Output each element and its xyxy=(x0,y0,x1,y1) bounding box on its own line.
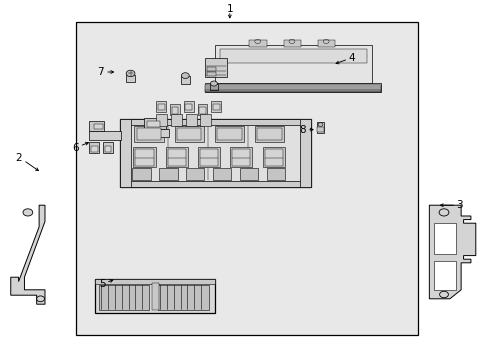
Bar xyxy=(95,279,215,284)
Bar xyxy=(89,121,104,131)
Circle shape xyxy=(181,73,189,78)
Circle shape xyxy=(318,123,323,126)
Bar xyxy=(183,101,193,112)
Bar xyxy=(299,119,310,187)
Bar xyxy=(239,168,258,180)
Bar xyxy=(220,49,366,63)
Bar xyxy=(99,285,149,310)
Text: 8: 8 xyxy=(298,125,305,135)
Text: 3: 3 xyxy=(455,200,462,210)
Bar xyxy=(257,128,281,140)
Bar xyxy=(133,147,155,167)
Bar xyxy=(199,107,205,114)
Bar xyxy=(171,114,182,126)
Text: 5: 5 xyxy=(99,279,106,289)
Bar xyxy=(181,76,189,84)
Bar xyxy=(317,40,334,47)
Bar xyxy=(212,168,231,180)
Bar xyxy=(95,279,215,313)
Bar xyxy=(144,118,166,129)
Bar xyxy=(214,126,244,142)
Bar xyxy=(212,104,219,110)
Bar xyxy=(230,147,252,167)
Bar xyxy=(76,22,417,335)
Bar xyxy=(200,149,218,166)
Bar xyxy=(137,128,161,140)
Bar xyxy=(120,181,310,187)
Bar xyxy=(206,67,215,71)
Bar xyxy=(103,142,113,153)
Bar xyxy=(185,104,192,110)
Bar xyxy=(316,122,324,133)
Text: 6: 6 xyxy=(72,143,79,153)
Bar xyxy=(146,121,160,127)
Bar xyxy=(200,114,211,126)
Bar xyxy=(104,146,111,152)
Bar xyxy=(120,119,130,187)
Text: 4: 4 xyxy=(348,53,355,63)
Bar xyxy=(132,168,150,180)
Bar xyxy=(232,149,250,166)
Bar xyxy=(185,114,196,126)
Text: 7: 7 xyxy=(97,67,103,77)
Circle shape xyxy=(23,209,33,216)
Bar xyxy=(94,124,103,129)
Bar xyxy=(156,114,167,126)
Bar xyxy=(89,142,99,153)
Bar xyxy=(158,104,164,110)
Bar xyxy=(134,126,163,142)
Polygon shape xyxy=(428,205,475,299)
Bar xyxy=(205,85,381,92)
Bar xyxy=(171,107,178,114)
Polygon shape xyxy=(433,223,455,254)
Bar xyxy=(151,283,159,310)
Bar xyxy=(135,149,153,166)
Bar xyxy=(170,104,180,115)
Bar xyxy=(142,129,168,137)
Bar xyxy=(156,101,166,112)
Circle shape xyxy=(439,291,447,298)
Bar xyxy=(210,84,217,90)
Bar xyxy=(249,40,266,47)
Bar xyxy=(159,168,177,180)
Bar xyxy=(266,168,285,180)
Bar xyxy=(120,119,310,187)
Bar xyxy=(197,104,207,115)
Bar xyxy=(211,101,221,112)
Bar xyxy=(205,83,381,92)
Bar xyxy=(185,168,204,180)
Bar xyxy=(206,72,215,76)
Circle shape xyxy=(126,70,135,77)
Bar xyxy=(174,126,203,142)
Bar xyxy=(91,146,98,152)
Circle shape xyxy=(210,81,217,86)
Bar xyxy=(177,128,201,140)
Bar xyxy=(198,147,220,167)
Bar xyxy=(254,126,284,142)
Text: 2: 2 xyxy=(15,153,22,163)
Bar xyxy=(157,285,209,310)
Polygon shape xyxy=(433,261,455,290)
Text: 1: 1 xyxy=(226,4,233,14)
Bar xyxy=(317,127,323,132)
Bar xyxy=(264,149,282,166)
Bar xyxy=(205,58,227,77)
Circle shape xyxy=(37,296,44,302)
Polygon shape xyxy=(11,205,45,304)
Bar xyxy=(217,128,241,140)
Bar xyxy=(120,119,310,125)
Bar xyxy=(165,147,187,167)
Bar xyxy=(215,45,371,83)
Bar xyxy=(89,131,121,140)
Bar xyxy=(262,147,284,167)
Bar xyxy=(283,40,300,47)
Bar xyxy=(126,75,135,82)
Circle shape xyxy=(438,209,448,216)
Bar xyxy=(167,149,185,166)
